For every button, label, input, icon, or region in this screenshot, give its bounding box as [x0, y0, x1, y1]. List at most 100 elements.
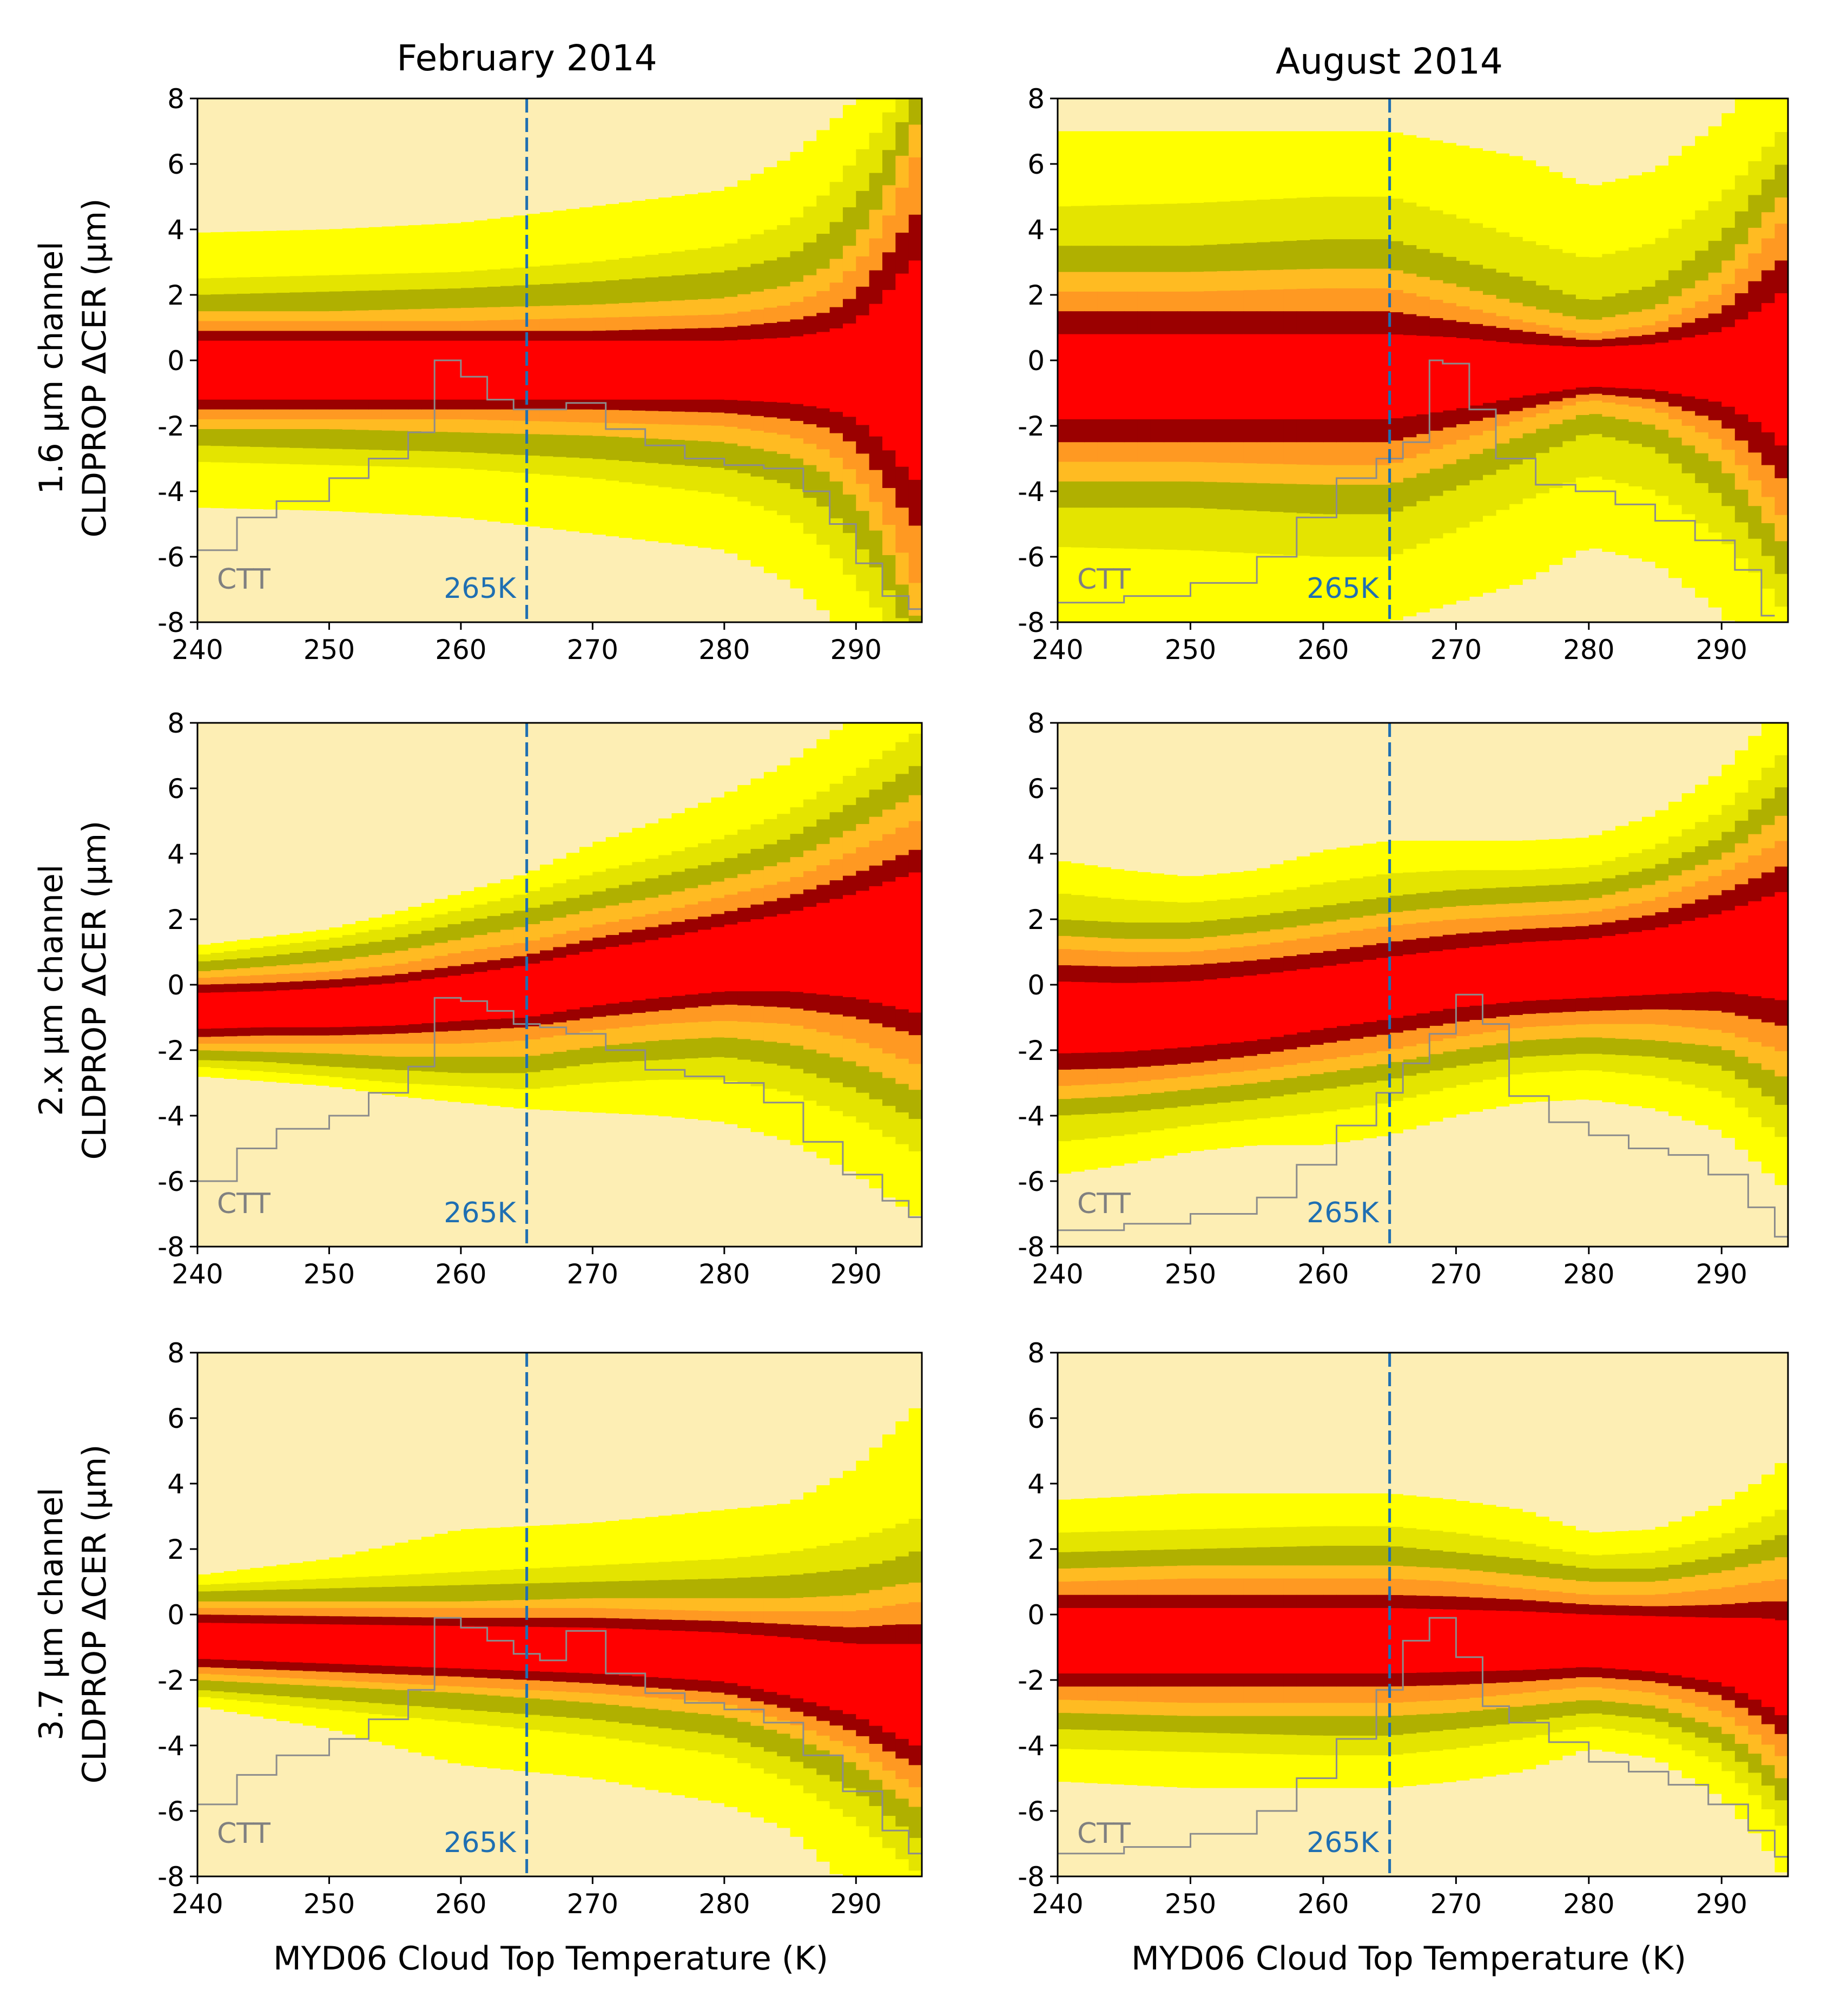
density-cell — [1695, 1617, 1709, 1680]
density-cell — [487, 970, 501, 1019]
density-cell — [1602, 1615, 1616, 1669]
density-bands — [197, 1408, 922, 1876]
row-label-2-quantity: CLDPROP ΔCER (µm) — [76, 821, 114, 1160]
density-cell — [882, 1644, 896, 1732]
y-tick-label: -2 — [1018, 411, 1045, 442]
y-tick-label: -8 — [157, 1231, 184, 1263]
density-cell — [1416, 335, 1430, 414]
x-tick-label: 260 — [435, 1259, 486, 1290]
density-cell — [816, 332, 830, 409]
density-cell — [1681, 921, 1695, 993]
density-cell — [329, 987, 343, 1027]
density-cell — [1296, 334, 1310, 419]
y-tick-label: 4 — [167, 214, 184, 246]
density-cell — [1562, 940, 1576, 999]
density-cell — [539, 1627, 553, 1672]
x-tick-label: 250 — [304, 1888, 355, 1920]
density-cell — [1628, 345, 1642, 389]
density-cell — [1509, 943, 1523, 1002]
density-cell — [316, 1624, 330, 1664]
density-cell — [421, 979, 435, 1024]
x-tick-label: 240 — [1032, 634, 1083, 666]
density-cell — [1588, 1615, 1602, 1668]
y-tick-label: 8 — [1027, 1338, 1045, 1369]
x-tick-label: 280 — [1563, 634, 1614, 666]
x-tick-label: 290 — [1696, 1259, 1747, 1290]
row-label-2: 2.x µm channel CLDPROP ΔCER (µm) — [32, 821, 114, 1160]
density-cell — [1190, 334, 1204, 419]
y-tick-label: -6 — [1018, 1796, 1045, 1827]
x-tick-label: 250 — [304, 1259, 355, 1290]
density-cell — [1363, 1607, 1377, 1674]
density-cell — [750, 919, 764, 992]
density-cell — [1084, 1607, 1098, 1674]
density-cell — [1496, 944, 1510, 1003]
density-cell — [289, 340, 304, 400]
density-cell — [1257, 334, 1271, 419]
density-cell — [329, 340, 343, 400]
density-cell — [1177, 1607, 1191, 1674]
y-tick-label: -4 — [1018, 1730, 1045, 1762]
marker-265k-label: 265K — [1307, 1827, 1380, 1859]
x-axis-label-february: MYD06 Cloud Top Temperature (K) — [273, 1940, 828, 1978]
density-cell — [750, 339, 764, 401]
density-cell — [882, 881, 896, 1006]
density-cell — [1615, 345, 1629, 388]
density-cell — [1655, 927, 1669, 994]
y-tick-label: -2 — [157, 1035, 184, 1066]
x-tick-label: 250 — [304, 634, 355, 666]
density-cell — [1243, 334, 1257, 419]
density-cell — [645, 1630, 659, 1677]
row-label-1: 1.6 µm channel CLDPROP ΔCER (µm) — [32, 199, 114, 538]
density-cell — [368, 340, 382, 400]
x-tick-label: 260 — [435, 1888, 486, 1920]
density-cell — [434, 340, 448, 400]
density-cell — [1270, 334, 1284, 419]
density-cell — [579, 1628, 593, 1674]
density-cell — [1734, 1618, 1749, 1694]
density-cell — [1084, 334, 1098, 419]
density-cell — [684, 932, 698, 995]
x-tick-label: 260 — [1297, 1259, 1349, 1290]
density-cell — [1071, 334, 1085, 419]
density-bands — [1058, 98, 1788, 622]
density-cell — [395, 340, 409, 400]
density-cell — [237, 340, 250, 400]
density-cell — [1708, 332, 1722, 402]
x-tick-label: 290 — [1696, 1888, 1747, 1920]
density-cell — [1137, 1607, 1151, 1674]
y-tick-label: -2 — [1018, 1035, 1045, 1066]
y-tick-label: 2 — [1027, 904, 1045, 935]
density-cell — [895, 1644, 909, 1739]
density-cell — [395, 982, 409, 1025]
density-cell — [434, 1625, 448, 1668]
density-cell — [1097, 983, 1111, 1052]
density-cell — [1668, 1616, 1683, 1676]
density-cell — [1111, 983, 1125, 1052]
density-bands — [1058, 723, 1788, 1185]
density-cell — [1243, 976, 1257, 1042]
density-cell — [553, 340, 567, 400]
density-cell — [763, 1636, 777, 1692]
density-cell — [737, 339, 751, 401]
density-cell — [381, 983, 395, 1026]
density-cell — [513, 340, 527, 400]
density-cell — [1655, 342, 1669, 391]
y-tick-label: 8 — [1027, 708, 1045, 739]
density-cell — [1270, 1607, 1284, 1674]
density-cell — [566, 954, 580, 1010]
density-cell — [1071, 981, 1085, 1053]
density-cell — [237, 992, 250, 1028]
density-cell — [711, 927, 725, 992]
column-title-february: February 2014 — [397, 37, 657, 79]
density-cell — [460, 1626, 474, 1669]
x-axis-label-august: MYD06 Cloud Top Temperature (K) — [1131, 1940, 1686, 1978]
marker-265k-label: 265K — [444, 1197, 517, 1229]
density-cell — [368, 1625, 382, 1665]
y-tick-label: 8 — [167, 83, 184, 115]
density-cell — [632, 1629, 646, 1677]
density-cell — [737, 921, 751, 992]
column-title-august: August 2014 — [1276, 41, 1503, 82]
density-cell — [408, 340, 422, 400]
